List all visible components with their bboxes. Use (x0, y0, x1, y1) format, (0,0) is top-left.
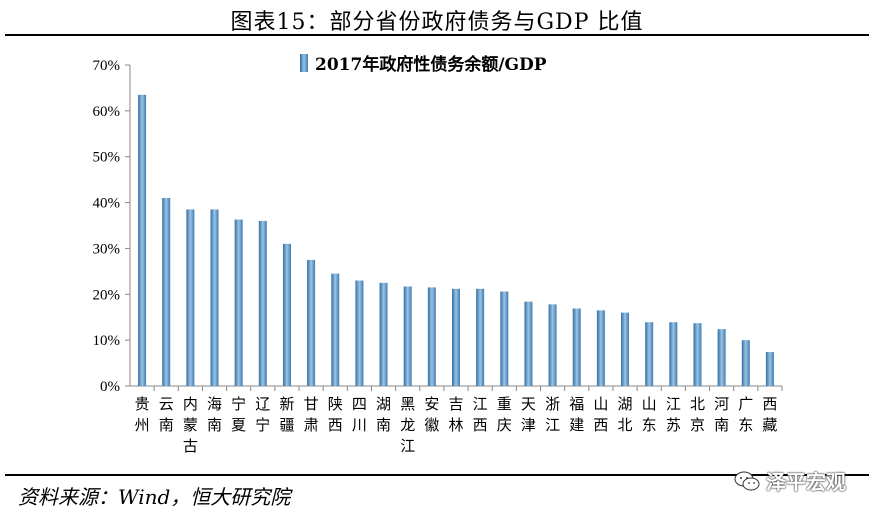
x-tick-label: 云南 (159, 395, 174, 434)
x-tick-label: 湖南 (376, 395, 391, 434)
bar (282, 243, 291, 386)
x-tick-label: 黑龙江 (400, 395, 415, 455)
bar (500, 291, 509, 386)
bar (548, 304, 557, 386)
x-tick-label: 山东 (642, 395, 657, 434)
figure-title: 图表15：部分省份政府债务与GDP 比值 (230, 10, 644, 35)
watermark-text: 泽平宏观 (766, 470, 846, 494)
x-tick-label: 新疆 (279, 395, 294, 434)
wechat-icon (734, 471, 760, 490)
bar (258, 220, 267, 386)
bar (717, 329, 726, 386)
bar-chart: 0% 10% 20% 30% 40% 50% 60% 70% 贵州云南内蒙古海南宁夏辽宁新疆甘肃… (93, 54, 783, 455)
x-tick-label: 陕西 (328, 395, 343, 434)
bar (403, 286, 412, 386)
x-tick-label: 天津 (521, 395, 536, 434)
x-tick-label: 广东 (738, 395, 753, 434)
y-tick-label: 40% (93, 196, 121, 212)
bar (307, 259, 316, 386)
bar (765, 352, 774, 386)
legend-swatch (300, 54, 308, 72)
bar (162, 197, 171, 386)
x-tick-label: 西藏 (762, 395, 777, 434)
y-tick-label: 70% (93, 58, 121, 74)
x-tick-label: 辽宁 (255, 395, 270, 434)
x-tick-label: 山西 (593, 395, 608, 434)
x-tick-label: 吉林 (448, 395, 463, 434)
legend-label: 2017年政府性债务余额/GDP (315, 54, 547, 75)
x-tick-label: 宁夏 (231, 395, 246, 434)
x-tick-label: 安徽 (424, 395, 439, 434)
x-tick-label: 河南 (714, 395, 729, 434)
bar (379, 282, 388, 386)
bar (427, 287, 436, 386)
bar (331, 273, 340, 386)
watermark: 泽平宏观 (734, 466, 846, 495)
bar (572, 308, 581, 386)
x-tick-label: 北京 (690, 395, 705, 434)
x-tick-label: 内蒙古 (183, 395, 198, 455)
x-tick-label: 福建 (569, 395, 584, 434)
bar (669, 322, 678, 386)
bar (741, 340, 750, 386)
y-tick-label: 0% (100, 379, 120, 395)
x-tick-label: 重庆 (497, 395, 512, 434)
bar (621, 312, 630, 386)
bar (186, 209, 195, 386)
y-tick-label: 50% (93, 150, 121, 166)
bar (693, 323, 702, 386)
x-tick-label: 四川 (352, 395, 367, 434)
x-tick-label: 甘肃 (304, 395, 319, 434)
y-tick-label: 10% (93, 333, 121, 349)
bar (210, 209, 219, 386)
y-tick-label: 60% (93, 104, 121, 120)
bar (645, 322, 654, 386)
bar (596, 310, 605, 386)
y-tick-label: 20% (93, 287, 121, 303)
bar (524, 301, 533, 386)
source-note: 资料来源：Wind，恒大研究院 (18, 485, 291, 509)
x-tick-label: 江苏 (666, 395, 681, 434)
bar (452, 288, 460, 386)
x-tick-label: 江西 (473, 395, 488, 434)
x-tick-label: 贵州 (135, 395, 150, 434)
bar (355, 280, 364, 386)
title-divider (5, 34, 869, 36)
x-tick-label: 海南 (207, 395, 222, 434)
bar (138, 94, 147, 387)
y-tick-label: 30% (93, 241, 121, 257)
x-tick-label: 浙江 (545, 395, 560, 434)
bar (234, 219, 243, 386)
bar (476, 288, 485, 386)
footer-divider (5, 474, 869, 476)
x-tick-label: 湖北 (618, 395, 633, 434)
